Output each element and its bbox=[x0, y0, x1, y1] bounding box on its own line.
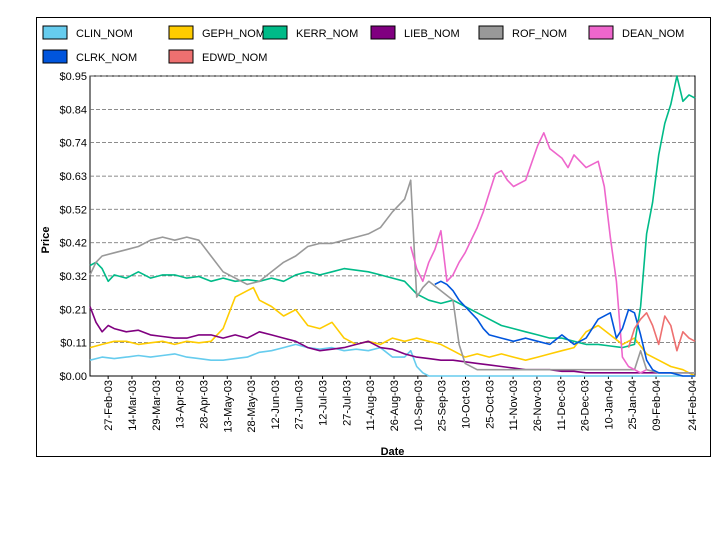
legend-label-dean-nom: DEAN_NOM bbox=[622, 28, 684, 40]
x-tick-label: 12-Jun-03 bbox=[270, 380, 282, 430]
legend-swatch-lieb-nom bbox=[370, 25, 396, 40]
x-tick-label: 10-Jan-04 bbox=[603, 380, 615, 430]
x-tick-label: 26-Aug-03 bbox=[389, 380, 401, 431]
legend-label-clin-nom: CLIN_NOM bbox=[76, 28, 133, 40]
legend-label-edwd-nom: EDWD_NOM bbox=[202, 52, 267, 64]
x-tick-label: 27-Jun-03 bbox=[294, 380, 306, 430]
y-tick-label: $0.32 bbox=[59, 271, 87, 283]
legend-swatch-geph-nom bbox=[168, 25, 194, 40]
x-tick-label: 29-Mar-03 bbox=[151, 380, 163, 431]
series-line-rof-nom bbox=[89, 179, 695, 374]
x-tick-label: 11-Aug-03 bbox=[365, 380, 377, 431]
y-tick-label: $0.95 bbox=[59, 71, 87, 83]
legend-swatch-rof-nom bbox=[478, 25, 504, 40]
x-axis-title: Date bbox=[381, 446, 405, 458]
x-tick-label: 25-Jan-04 bbox=[627, 380, 639, 430]
legend-swatch-clin-nom bbox=[42, 25, 68, 40]
x-tick-label: 26-Nov-03 bbox=[532, 380, 544, 431]
legend-label-kerr-nom: KERR_NOM bbox=[296, 28, 358, 40]
x-tick-label: 10-Sep-03 bbox=[413, 380, 425, 431]
series-line-clrk-nom bbox=[434, 280, 695, 377]
y-tick-label: $0.11 bbox=[60, 338, 87, 350]
x-tick-label: 13-May-03 bbox=[222, 380, 234, 433]
x-tick-label: 27-Jul-03 bbox=[341, 380, 353, 426]
legend-label-rof-nom: ROF_NOM bbox=[512, 28, 567, 40]
x-tick-label: 12-Jul-03 bbox=[318, 380, 330, 426]
x-tick-label: 11-Dec-03 bbox=[556, 380, 568, 431]
legend-label-lieb-nom: LIEB_NOM bbox=[404, 28, 460, 40]
legend-swatch-edwd-nom bbox=[168, 49, 194, 64]
legend-swatch-clrk-nom bbox=[42, 49, 68, 64]
x-tick-label: 11-Nov-03 bbox=[508, 380, 520, 431]
y-tick-label: $0.21 bbox=[59, 304, 87, 316]
x-tick-label: 28-Apr-03 bbox=[198, 380, 210, 429]
series-line-lieb-nom bbox=[89, 306, 695, 374]
x-tick-label: 26-Dec-03 bbox=[580, 380, 592, 431]
x-tick-label: 10-Oct-03 bbox=[460, 380, 472, 429]
x-tick-label: 27-Feb-03 bbox=[103, 380, 115, 431]
series-line-edwd-nom bbox=[627, 311, 696, 352]
x-tick-label: 28-May-03 bbox=[246, 380, 258, 433]
x-tick-label: 25-Oct-03 bbox=[484, 380, 496, 429]
y-tick-label: $0.74 bbox=[59, 138, 87, 150]
chart-frame: CLIN_NOM GEPH_NOM KERR_NOM LIEB_NOM ROF_NOM D… bbox=[36, 17, 711, 458]
x-tick-label: 25-Sep-03 bbox=[437, 380, 449, 431]
legend-label-clrk-nom: CLRK_NOM bbox=[76, 52, 137, 64]
y-tick-label: $0.52 bbox=[59, 204, 87, 216]
y-tick-label: $0.63 bbox=[59, 171, 87, 183]
line-chart: CLIN_NOM GEPH_NOM KERR_NOM LIEB_NOM ROF_NOM D… bbox=[40, 25, 699, 458]
x-tick-label: 09-Feb-04 bbox=[651, 380, 663, 431]
y-axis-title: Price bbox=[40, 227, 52, 254]
legend-swatch-kerr-nom bbox=[262, 25, 288, 40]
series-line-clin-nom bbox=[89, 343, 695, 377]
legend-swatch-dean-nom bbox=[588, 25, 614, 40]
y-tick-label: $0.84 bbox=[59, 104, 87, 116]
series-line-dean-nom bbox=[409, 132, 647, 374]
x-tick-label: 24-Feb-04 bbox=[687, 380, 699, 431]
x-tick-label: 13-Apr-03 bbox=[175, 380, 187, 429]
x-tick-label: 14-Mar-03 bbox=[127, 380, 139, 431]
y-tick-label: $0.00 bbox=[59, 371, 87, 383]
legend-label-geph-nom: GEPH_NOM bbox=[202, 28, 265, 40]
y-tick-label: $0.42 bbox=[59, 238, 87, 250]
